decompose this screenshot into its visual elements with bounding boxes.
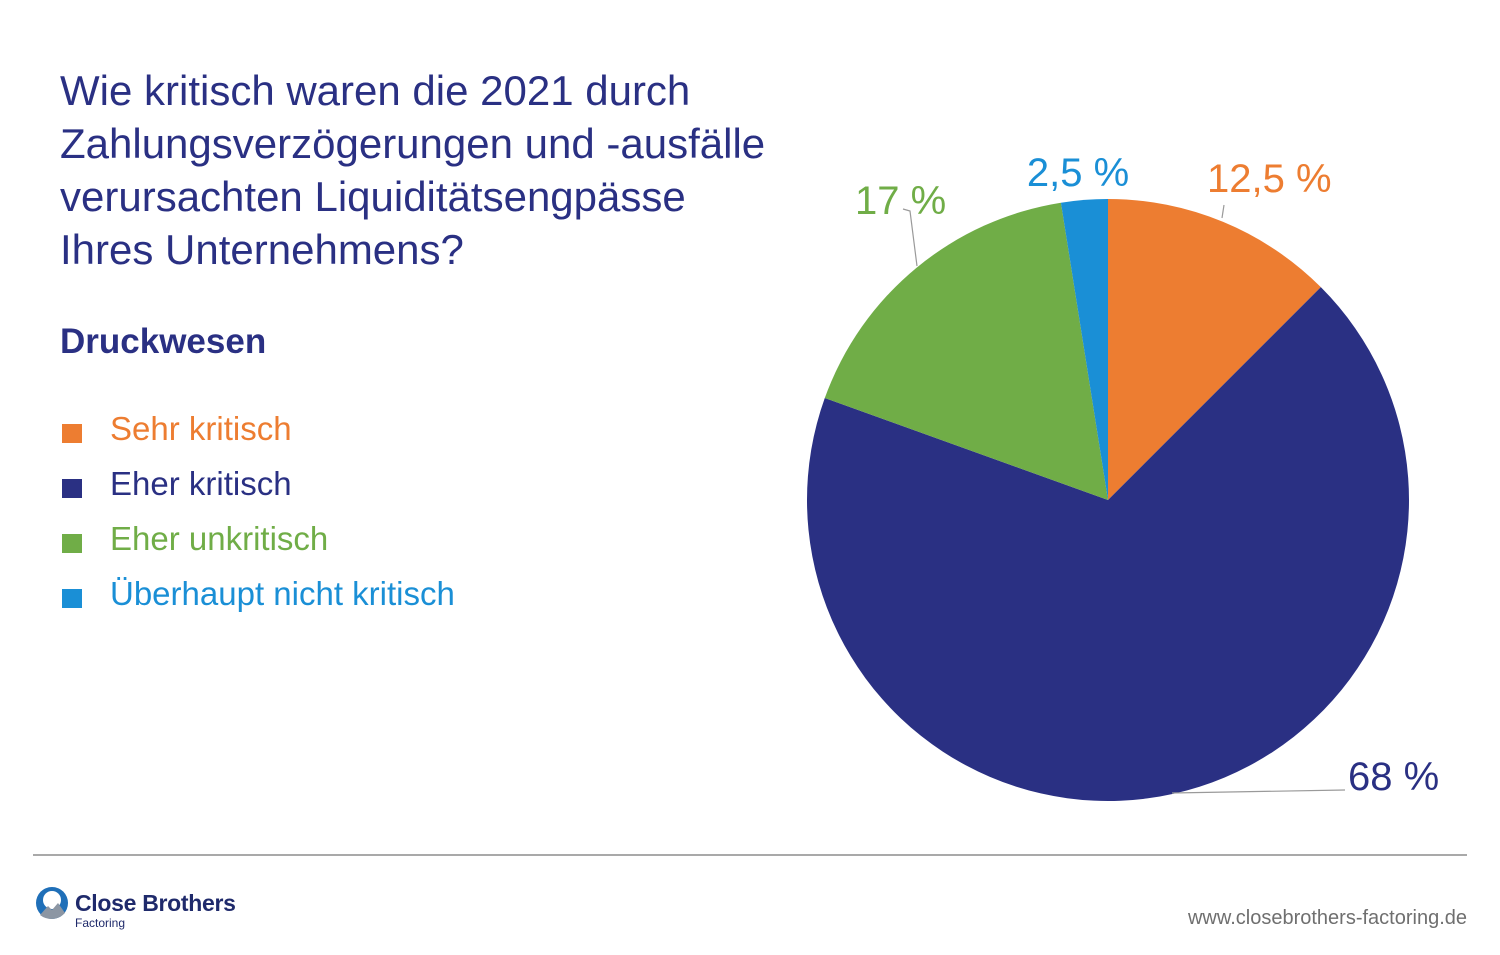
pie-slice-sehr-kritisch xyxy=(1108,199,1321,500)
footer-url: www.closebrothers-factoring.de xyxy=(1187,907,1467,929)
pie-slice-eher-kritisch xyxy=(807,287,1409,801)
chart-title-line: verursachten Liquiditätsengpässe xyxy=(60,173,686,220)
company-logo: Close Brothers Factoring xyxy=(34,885,294,935)
pie-leader-lines xyxy=(902,204,1346,794)
value-label-ueberhaupt-nicht-kritisch: 2,5 % xyxy=(1027,151,1129,195)
legend-label: Überhaupt nicht kritisch xyxy=(110,575,455,612)
footer-divider xyxy=(33,854,1467,856)
close-brothers-logo-icon xyxy=(36,887,68,919)
chart-subtitle: Druckwesen xyxy=(60,322,267,361)
pie-slice-eher-unkritisch xyxy=(824,202,1108,500)
pie-slice-ueberhaupt-nicht-kritisch xyxy=(1060,199,1108,500)
value-label-eher-unkritisch: 17 % xyxy=(855,179,946,223)
chart-title-line: Zahlungsverzögerungen und -ausfälle xyxy=(60,120,766,167)
leader-line-eher-kritisch xyxy=(1171,789,1346,794)
legend-swatch xyxy=(62,479,82,498)
legend-label: Sehr kritisch xyxy=(110,410,292,447)
value-label-eher-kritisch: 68 % xyxy=(1348,755,1439,799)
legend-item-ueberhaupt-nicht-kritisch: Überhaupt nicht kritisch xyxy=(62,570,522,625)
legend-swatch xyxy=(62,424,82,443)
value-label-sehr-kritisch: 12,5 % xyxy=(1207,157,1332,201)
pie-slices xyxy=(807,199,1409,801)
legend-item-sehr-kritisch: Sehr kritisch xyxy=(62,405,522,460)
leader-line-sehr-kritisch xyxy=(1221,204,1225,219)
legend-item-eher-kritisch: Eher kritisch xyxy=(62,460,522,515)
chart-title: Wie kritisch waren die 2021 durch Zahlun… xyxy=(60,64,820,276)
logo-subtitle: Factoring xyxy=(75,916,126,930)
chart-legend: Sehr kritisch Eher kritisch Eher unkriti… xyxy=(62,405,522,625)
chart-title-line: Wie kritisch waren die 2021 durch xyxy=(60,67,691,114)
logo-name: Close Brothers xyxy=(75,890,236,916)
leader-line-eher-unkritisch xyxy=(902,208,918,267)
legend-item-eher-unkritisch: Eher unkritisch xyxy=(62,515,522,570)
pie-value-labels: 12,5 % 68 % 17 % 2,5 % xyxy=(855,151,1439,799)
chart-title-line: Ihres Unternehmens? xyxy=(60,226,464,273)
legend-label: Eher kritisch xyxy=(110,465,292,502)
legend-swatch xyxy=(62,589,82,608)
legend-swatch xyxy=(62,534,82,553)
legend-label: Eher unkritisch xyxy=(110,520,329,557)
